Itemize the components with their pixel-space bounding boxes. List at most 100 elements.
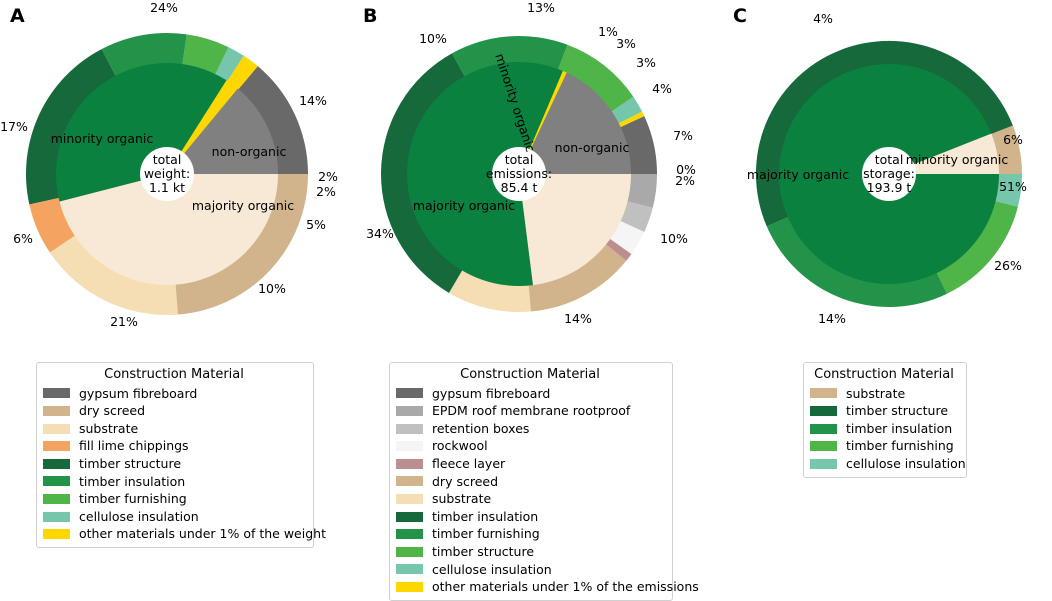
inner-slice-minority-organic xyxy=(889,133,999,174)
legend-item: cellulose insulation xyxy=(43,508,305,526)
legend-label: dry screed xyxy=(79,403,146,419)
legend-swatch xyxy=(43,405,70,416)
legend-item: substrate xyxy=(396,490,664,508)
legend-item: cellulose insulation xyxy=(810,455,966,473)
legend-label: timber furnishing xyxy=(846,438,954,454)
pct-label-dry-screed: 13% xyxy=(527,0,555,15)
inner-slice-other xyxy=(519,70,567,174)
legend-item: gypsum fibreboard xyxy=(396,385,664,403)
pct-label-timber-structure: 51% xyxy=(999,179,1027,194)
legend-title: Construction Material xyxy=(104,367,244,382)
inner-slice-non-organic xyxy=(519,72,631,174)
legend-label: retention boxes xyxy=(432,420,530,436)
inner-slice-other xyxy=(167,80,238,174)
pct-label-fleece-layer: 1% xyxy=(598,24,618,39)
legend-swatch xyxy=(396,511,423,522)
legend-swatch xyxy=(810,458,837,469)
center-circle xyxy=(492,147,546,201)
pct-label-other-materials-under-1-of-the-weight: 2% xyxy=(318,169,338,184)
pct-label-timber-insulation: 34% xyxy=(366,226,394,241)
legend-swatch xyxy=(810,441,837,452)
legend-label: gypsum fibreboard xyxy=(79,385,198,401)
legend-swatch xyxy=(396,529,423,540)
legend-swatch xyxy=(396,423,423,434)
pct-label-timber-structure: 21% xyxy=(110,314,138,329)
center-label: storage: xyxy=(863,166,915,181)
pct-label-epdm-roof-membrane-rootproof: 4% xyxy=(652,81,672,96)
legend-item: timber insulation xyxy=(396,508,664,526)
legend-item: fleece layer xyxy=(396,455,664,473)
legend-swatch xyxy=(396,476,423,487)
legend-item: dry screed xyxy=(396,473,664,491)
inner-label-majority-organic: majority organic xyxy=(747,167,849,182)
legend-label: cellulose insulation xyxy=(846,455,966,471)
legend-label: rockwool xyxy=(432,438,488,454)
legend-panel-b: Construction Material gypsum fibreboard EP… xyxy=(389,362,699,601)
legend-item: fill lime chippings xyxy=(43,437,305,455)
legend-panel-c: Construction Material substrate timber str… xyxy=(803,362,967,478)
center-label: 85.4 t xyxy=(501,180,538,195)
inner-label-majority-organic: majority organic xyxy=(413,198,515,213)
legend-title: Construction Material xyxy=(460,367,600,382)
pct-label-retention-boxes: 3% xyxy=(636,55,656,70)
legend-label: timber structure xyxy=(79,455,182,471)
legend-panel-a: Construction Material gypsum fibreboard dr… xyxy=(36,362,326,548)
pct-label-other-materials-under-1-of-the-emissions: 0% xyxy=(676,162,696,177)
legend-swatch xyxy=(810,405,837,416)
inner-slice-minority-organic xyxy=(59,174,278,285)
legend-label: dry screed xyxy=(432,473,499,489)
pct-label-substrate: 17% xyxy=(0,119,28,134)
center-label: weight: xyxy=(144,166,190,181)
pct-label-substrate: 6% xyxy=(1003,132,1023,147)
panel-label: C xyxy=(733,5,747,27)
legend-item: other materials under 1% of the emission… xyxy=(396,578,699,596)
legend-label: substrate xyxy=(79,420,139,436)
pct-label-timber-furnishing: 14% xyxy=(818,311,846,326)
legend-item: timber insulation xyxy=(810,420,958,438)
pct-label-gypsum-fibreboard: 7% xyxy=(673,128,693,143)
legend-item: timber structure xyxy=(396,543,664,561)
legend-swatch xyxy=(396,405,423,416)
legend-item: timber furnishing xyxy=(43,490,305,508)
pct-label-dry-screed: 24% xyxy=(150,0,178,15)
legend-item: dry screed xyxy=(43,402,305,420)
legend-swatch xyxy=(396,388,423,399)
legend-item: timber furnishing xyxy=(810,437,958,455)
legend-swatch xyxy=(43,388,70,399)
inner-label-non-organic: non-organic xyxy=(212,144,287,159)
pct-label-timber-insulation: 26% xyxy=(994,258,1022,273)
center-label: total xyxy=(153,152,182,167)
legend-label: substrate xyxy=(846,385,906,401)
panel-label: A xyxy=(10,5,25,27)
pct-label-cellulose-insulation: 2% xyxy=(675,173,695,188)
legend-label: gypsum fibreboard xyxy=(432,385,551,401)
center-circle xyxy=(862,147,916,201)
pct-label-cellulose-insulation: 2% xyxy=(316,184,336,199)
legend-item: retention boxes xyxy=(396,420,664,438)
legend-item: gypsum fibreboard xyxy=(43,385,305,403)
pct-label-rockwool: 3% xyxy=(616,36,636,51)
legend-swatch xyxy=(396,546,423,557)
inner-label-non-organic: non-organic xyxy=(555,140,630,155)
legend-label: timber insulation xyxy=(79,473,186,489)
legend-label: cellulose insulation xyxy=(79,508,199,524)
inner-label-minority-organic: minority organic xyxy=(906,152,1009,167)
legend-item: substrate xyxy=(43,420,305,438)
center-label: 1.1 kt xyxy=(149,180,185,195)
center-label: emissions: xyxy=(486,166,552,181)
legend-swatch xyxy=(810,423,837,434)
legend-label: timber structure xyxy=(432,543,535,559)
legend-title: Construction Material xyxy=(814,367,954,382)
legend-item: timber furnishing xyxy=(396,525,664,543)
pct-label-timber-insulation: 10% xyxy=(258,281,286,296)
legend-swatch xyxy=(396,564,423,575)
legend-item: timber insulation xyxy=(43,473,305,491)
pct-label-cellulose-insulation: 4% xyxy=(813,11,833,26)
center-circle xyxy=(140,147,194,201)
inner-slice-non-organic xyxy=(167,88,278,174)
legend-item: timber structure xyxy=(810,402,958,420)
legend-swatch xyxy=(43,529,70,540)
